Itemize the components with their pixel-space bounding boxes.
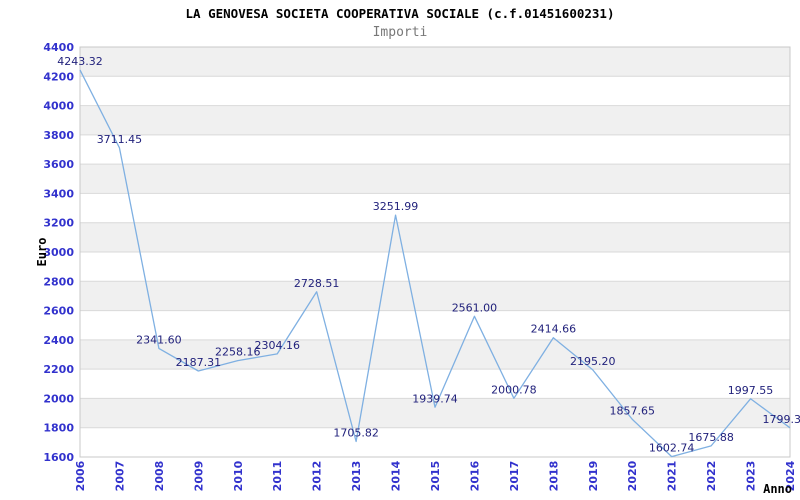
y-tick-label: 3200	[43, 217, 74, 230]
y-tick-label: 3800	[43, 129, 74, 142]
grid-band	[80, 339, 790, 370]
x-tick-label: 2019	[587, 461, 600, 492]
x-tick-label: 2011	[271, 461, 284, 492]
data-point-label: 1675.88	[688, 431, 734, 444]
y-tick-label: 4200	[43, 70, 74, 83]
x-tick-label: 2008	[153, 461, 166, 492]
data-point-label: 4243.32	[57, 55, 103, 68]
y-tick-label: 1600	[43, 451, 74, 464]
x-tick-label: 2010	[232, 460, 245, 491]
y-tick-label: 1800	[43, 422, 74, 435]
data-point-label: 2341.60	[136, 333, 182, 346]
y-tick-label: 2000	[43, 392, 74, 405]
plot-border	[79, 46, 791, 458]
data-point-label: 3711.45	[97, 133, 143, 146]
x-tick-label: 2013	[350, 461, 363, 492]
data-point-label: 1705.82	[333, 427, 379, 440]
y-tick-label: 4400	[43, 41, 74, 54]
x-tick-label: 2006	[74, 460, 87, 491]
data-point-label: 1857.65	[609, 404, 655, 417]
y-tick-label: 2800	[43, 275, 74, 288]
x-tick-label: 2014	[390, 460, 403, 491]
x-tick-label: 2022	[705, 461, 718, 492]
data-point-label: 2187.31	[176, 356, 222, 369]
x-tick-label: 2009	[192, 461, 205, 492]
data-point-label: 2000.78	[491, 383, 537, 396]
x-tick-label: 2021	[666, 461, 679, 492]
x-tick-label: 2023	[745, 461, 758, 492]
grid-band	[80, 281, 790, 311]
data-point-label: 2195.20	[570, 355, 616, 368]
y-tick-label: 2400	[43, 334, 74, 347]
data-point-label: 3251.99	[373, 200, 419, 213]
y-tick-label: 2200	[43, 363, 74, 376]
chart-title: LA GENOVESA SOCIETA COOPERATIVA SOCIALE …	[185, 6, 615, 21]
y-axis-title: Euro	[35, 238, 49, 267]
y-tick-label: 3400	[43, 187, 74, 200]
data-point-label: 1602.74	[649, 442, 695, 455]
data-point-label: 2258.16	[215, 346, 261, 359]
y-tick-label: 2600	[43, 305, 74, 318]
x-tick-label: 2016	[468, 460, 481, 491]
data-point-label: 1997.55	[728, 384, 774, 397]
x-tick-label: 2018	[547, 461, 560, 492]
data-point-label: 2561.00	[452, 301, 498, 314]
x-tick-label: 2015	[429, 461, 442, 492]
x-tick-label: 2024	[784, 460, 797, 491]
grid-band	[80, 222, 790, 252]
grid-band	[80, 398, 790, 428]
grid-band	[80, 164, 790, 194]
y-tick-label: 3600	[43, 158, 74, 171]
data-point-label: 2728.51	[294, 277, 340, 290]
x-tick-label: 2017	[508, 461, 521, 492]
y-tick-label: 3000	[43, 246, 74, 259]
data-point-label: 1939.74	[412, 392, 458, 405]
data-point-label: 2304.16	[254, 339, 300, 352]
x-tick-label: 2012	[311, 461, 324, 492]
x-tick-label: 2007	[113, 461, 126, 492]
x-tick-label: 2020	[626, 460, 639, 491]
plot-area: 1600 1800 2000 2200 2400 2600 2800 3000 3200 3400…	[43, 41, 800, 491]
series-line	[79, 69, 791, 458]
grid-band	[80, 105, 790, 135]
data-point-label: 1799.3	[763, 413, 800, 426]
x-axis-title: Anno	[763, 482, 792, 496]
grid-band	[80, 47, 790, 77]
data-point-label: 2414.66	[531, 323, 577, 336]
chart-subtitle: Importi	[372, 25, 428, 40]
y-tick-label: 4000	[43, 100, 74, 113]
